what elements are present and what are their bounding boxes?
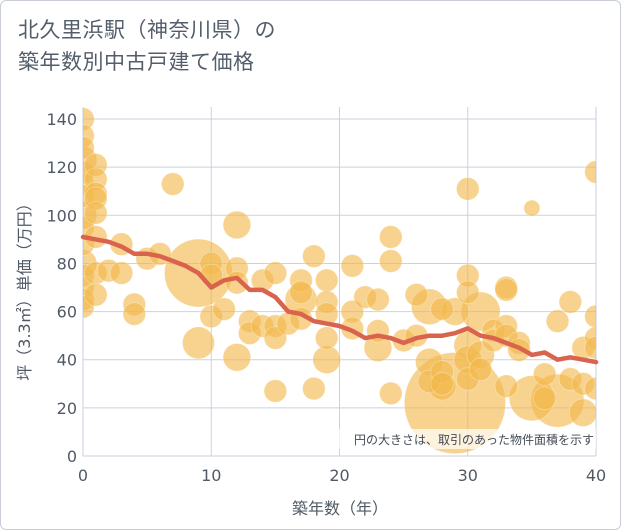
bubble-point-103 xyxy=(532,362,557,386)
trend-line xyxy=(80,234,599,365)
bubble-point-79 xyxy=(430,372,454,396)
bubble-point-83 xyxy=(456,177,480,201)
bubble-point-47 xyxy=(263,326,288,350)
bubble-point-112 xyxy=(584,160,596,184)
bubble-series xyxy=(83,107,596,455)
bubble-point-91 xyxy=(468,357,493,382)
bubble-point-59 xyxy=(314,326,339,350)
bubble-point-69 xyxy=(379,249,403,273)
x-tick-label-0: 0 xyxy=(78,466,88,485)
bubble-point-27 xyxy=(122,302,147,326)
bubble-point-45 xyxy=(263,261,288,285)
x-tick-label-3: 30 xyxy=(458,466,478,485)
bubble-point-68 xyxy=(379,225,403,249)
note-background xyxy=(316,429,596,449)
bubble-point-111 xyxy=(568,398,596,427)
bubble-point-56 xyxy=(314,268,339,293)
bubble-point-72 xyxy=(404,283,429,307)
y-tick-label-4: 80 xyxy=(57,254,77,273)
chart-title-line-1: 北久里浜駅（神奈川県）の xyxy=(18,18,276,42)
bubble-point-98 xyxy=(494,374,518,398)
x-tick-label-1: 10 xyxy=(201,466,221,485)
bubble-point-54 xyxy=(302,244,326,268)
bubble-point-48 xyxy=(263,379,288,403)
bubble-point-95 xyxy=(494,278,518,302)
bubble-point-115 xyxy=(584,335,596,360)
y-tick-label-5: 100 xyxy=(46,206,77,225)
chart-title: 北久里浜駅（神奈川県）の 築年数別中古戸建て価格 xyxy=(18,14,276,78)
bubble-point-61 xyxy=(340,254,365,278)
bubble-point-30 xyxy=(161,172,185,196)
y-tick-label-3: 60 xyxy=(57,303,77,322)
bubble-point-22 xyxy=(84,283,108,307)
bubble-point-104 xyxy=(532,386,557,410)
bubble-point-32 xyxy=(182,326,215,360)
y-tick-label-6: 120 xyxy=(46,158,77,177)
bubble-point-107 xyxy=(558,290,583,314)
bubble-point-113 xyxy=(584,304,596,329)
bubble-point-19 xyxy=(84,201,108,225)
bubble-point-60 xyxy=(312,345,341,374)
y-tick-label-2: 40 xyxy=(57,351,77,370)
x-axis-ticks: 0 10 20 30 40 xyxy=(78,466,606,485)
bubble-point-85 xyxy=(456,280,480,305)
y-axis-label: 坪（3.3㎡）単価（万円） xyxy=(15,195,34,380)
bubble-point-65 xyxy=(366,287,390,312)
y-axis-ticks: 0 20 40 60 80 100 120 140 xyxy=(46,110,77,466)
chart-title-line-2: 築年数別中古戸建て価格 xyxy=(18,50,255,74)
bubble-point-51 xyxy=(289,280,313,305)
bubble-point-37 xyxy=(222,210,252,240)
y-tick-label-1: 20 xyxy=(57,399,77,418)
y-tick-label-7: 140 xyxy=(46,110,77,129)
y-tick-label-0: 0 xyxy=(67,447,77,466)
bubble-point-101 xyxy=(523,199,541,217)
bubble-point-70 xyxy=(379,381,403,406)
bubble-point-116 xyxy=(584,376,596,401)
bubble-point-40 xyxy=(222,343,252,372)
x-tick-label-4: 40 xyxy=(586,466,606,485)
bubble-point-2 xyxy=(83,136,95,160)
bubble-point-36 xyxy=(212,297,236,321)
bubble-point-55 xyxy=(302,376,326,401)
x-axis-label: 築年数（年） xyxy=(292,499,388,518)
bubble-point-105 xyxy=(545,309,570,333)
x-tick-label-2: 20 xyxy=(329,466,349,485)
bubble-size-note: 円の大きさは、取引のあった物件面積を示す xyxy=(354,432,594,447)
bubble-point-25 xyxy=(109,261,134,285)
bubble-point-77 xyxy=(430,297,454,321)
